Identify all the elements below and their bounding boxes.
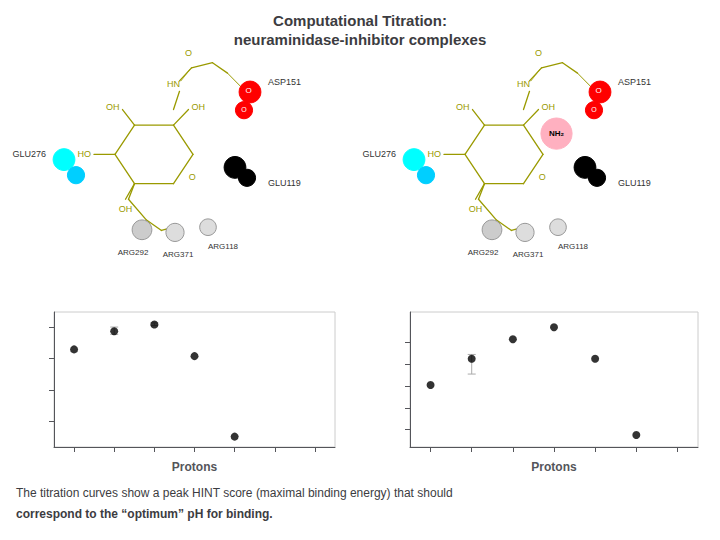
svg-text:Computational Titration:: Computational Titration: [273, 12, 447, 29]
svg-text:The titration curves show a pe: The titration curves show a peak HINT sc… [16, 486, 453, 500]
svg-text:OH: OH [106, 102, 120, 112]
svg-text:ASP151: ASP151 [618, 77, 651, 87]
svg-text:HO: HO [428, 149, 442, 159]
svg-text:O: O [595, 86, 601, 95]
svg-text:O: O [245, 86, 251, 95]
svg-text:HN: HN [517, 79, 530, 89]
svg-text:ARG292: ARG292 [118, 248, 149, 257]
svg-text:Protons: Protons [531, 460, 577, 474]
svg-text:OH: OH [542, 102, 556, 112]
svg-text:O: O [539, 172, 546, 182]
svg-text:Protons: Protons [172, 460, 218, 474]
svg-text:HO: HO [78, 149, 92, 159]
svg-text:NH₂: NH₂ [549, 129, 565, 138]
svg-text:OH: OH [456, 102, 470, 112]
svg-text:GLU276: GLU276 [362, 149, 396, 159]
svg-text:GLU119: GLU119 [268, 178, 301, 188]
svg-text:OH: OH [469, 204, 483, 214]
svg-text:O: O [241, 106, 247, 113]
svg-text:OH: OH [192, 102, 206, 112]
svg-text:ARG118: ARG118 [208, 242, 239, 251]
svg-text:GLU276: GLU276 [12, 149, 46, 159]
svg-text:HN: HN [167, 79, 180, 89]
svg-text:O: O [591, 106, 597, 113]
svg-text:correspond to the “optimum” pH: correspond to the “optimum” pH for bindi… [16, 507, 273, 521]
svg-text:OH: OH [119, 204, 133, 214]
svg-text:O: O [185, 48, 192, 58]
svg-text:ARG371: ARG371 [163, 250, 194, 259]
svg-text:O: O [535, 48, 542, 58]
svg-text:ARG118: ARG118 [558, 242, 589, 251]
svg-text:O: O [189, 172, 196, 182]
svg-text:ASP151: ASP151 [268, 77, 301, 87]
svg-text:ARG292: ARG292 [468, 248, 499, 257]
svg-text:neuraminidase-inhibitor comple: neuraminidase-inhibitor complexes [234, 31, 487, 48]
svg-text:GLU119: GLU119 [618, 178, 651, 188]
svg-text:ARG371: ARG371 [513, 250, 544, 259]
